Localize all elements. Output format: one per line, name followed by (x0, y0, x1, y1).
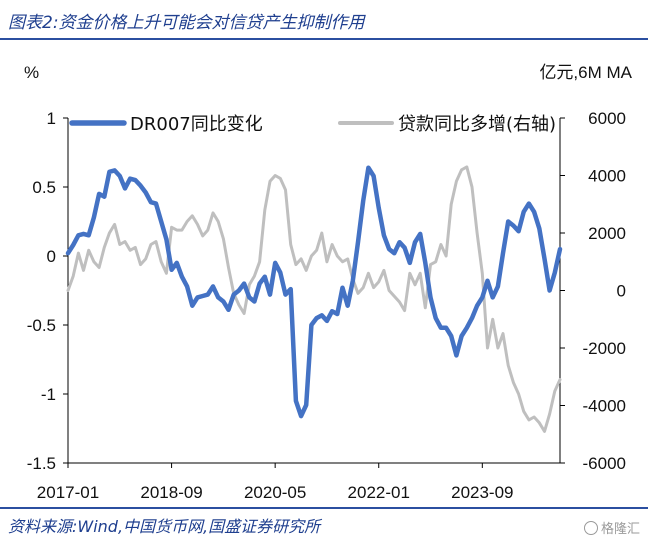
left-tick-label: -0.5 (27, 316, 56, 335)
left-tick-label: 0.5 (32, 178, 56, 197)
watermark-text: 格隆汇 (600, 522, 640, 537)
x-axis: 2017-01 2018-09 2020-05 2022-01 2023-09 (37, 463, 514, 502)
source-note: 资料来源:Wind,中国货币网,国盛证券研究所 (8, 517, 321, 536)
x-tick-label: 2020-05 (244, 483, 306, 502)
left-tick-label: 1 (47, 109, 56, 128)
right-tick-label: 2000 (588, 224, 626, 243)
left-axis-unit: % (24, 63, 39, 82)
left-tick-label: -1 (41, 385, 56, 404)
left-tick-label: -1.5 (27, 454, 56, 473)
right-tick-label: 4000 (588, 167, 626, 186)
title-rule (0, 38, 648, 40)
source-rule (0, 507, 648, 509)
legend: DR007同比变化 贷款同比多增(右轴) (69, 114, 556, 135)
right-tick-label: -6000 (583, 454, 626, 473)
x-tick-label: 2017-01 (37, 483, 99, 502)
x-tick-label: 2023-09 (451, 483, 513, 502)
series-layer (65, 165, 563, 433)
series-line-dr007-change (65, 165, 563, 419)
left-tick-label: 0 (47, 247, 56, 266)
legend-label: DR007同比变化 (130, 114, 263, 135)
right-axis-unit: 亿元,6M MA (539, 63, 632, 82)
x-tick-label: 2022-01 (348, 483, 410, 502)
watermark: 格隆汇 (583, 518, 640, 537)
left-axis: 1 0.5 0 -0.5 -1 -1.5 (27, 109, 68, 473)
right-tick-label: -2000 (583, 339, 626, 358)
legend-label: 贷款同比多增(右轴) (398, 114, 556, 135)
series-line-loan-increase (66, 165, 562, 433)
right-tick-label: 0 (617, 282, 626, 301)
figure-title: 图表2:资金价格上升可能会对信贷产生抑制作用 (8, 13, 365, 33)
right-tick-label: 6000 (588, 109, 626, 128)
right-axis: 6000 4000 2000 0 -2000 -4000 -6000 (560, 109, 626, 473)
x-tick-label: 2018-09 (140, 483, 202, 502)
watermark-logo-icon (583, 520, 598, 535)
right-tick-label: -4000 (583, 397, 626, 416)
